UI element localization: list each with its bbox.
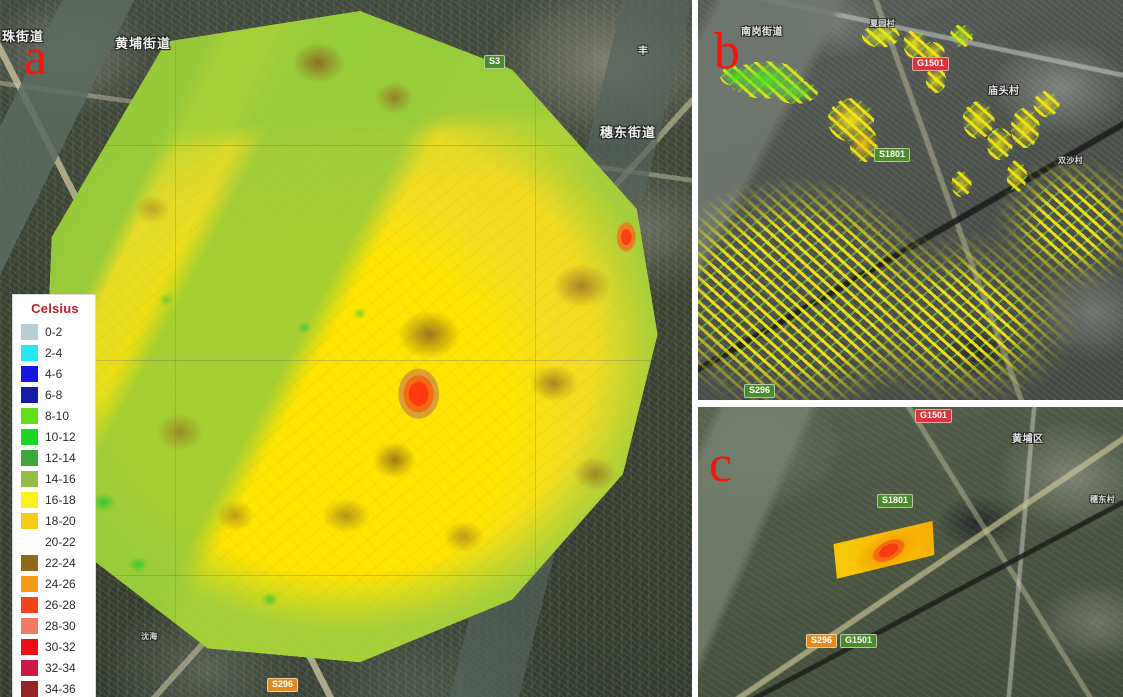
legend-label: 34-36 — [45, 681, 76, 696]
legend-rows: 0-2 2-4 4-6 6-8 8-10 10-12 12-14 14-16 16-18 18-2… — [21, 321, 89, 697]
legend-swatch — [21, 365, 38, 382]
legend-label: 26-28 — [45, 597, 76, 612]
panel-divider-horizontal — [698, 400, 1123, 407]
map-label-shuangsha-village: 双沙村 — [1058, 156, 1083, 165]
legend-swatch — [21, 449, 38, 466]
legend-row: 28-30 — [21, 615, 89, 636]
map-label-zhujie: 珠街道 — [2, 29, 45, 44]
legend-row: 26-28 — [21, 594, 89, 615]
panel-label-a: a — [24, 29, 48, 86]
legend-swatch — [21, 617, 38, 634]
legend-label: 20-22 — [45, 534, 76, 549]
road-shield-s296[interactable]: S296 — [267, 678, 299, 692]
legend-label: 0-2 — [45, 324, 63, 339]
legend-label: 22-24 — [45, 555, 76, 570]
map-label-suidong-street: 穗东街道 — [600, 125, 657, 140]
legend-swatch — [21, 470, 38, 487]
map-label-miaotou-village: 庙头村 — [988, 86, 1020, 97]
panel-b-thermal-overlay — [698, 0, 1123, 400]
legend-swatch — [21, 575, 38, 592]
legend-label: 8-10 — [45, 408, 70, 423]
map-label-nangang-street: 南岗街道 — [741, 27, 783, 38]
panel-divider-vertical — [692, 0, 698, 697]
road-shield-g1501-c-top[interactable]: G1501 — [915, 409, 953, 423]
legend-swatch — [21, 554, 38, 571]
legend-swatch — [21, 659, 38, 676]
legend-title: Celsius — [31, 301, 79, 316]
road-shield-s1801-b[interactable]: S1801 — [874, 148, 911, 162]
legend-swatch — [21, 638, 38, 655]
legend-row: 10-12 — [21, 426, 89, 447]
legend-row: 24-26 — [21, 573, 89, 594]
legend-row: 22-24 — [21, 552, 89, 573]
legend-row: 12-14 — [21, 447, 89, 468]
road-shield-s3[interactable]: S3 — [484, 55, 506, 69]
legend-swatch — [21, 386, 38, 403]
legend-swatch — [21, 512, 38, 529]
road-shield-s1801-c[interactable]: S1801 — [877, 494, 914, 508]
panel-c-inset-map[interactable]: c 黄埔区 穗东村 S1801 S296 G1501 G1501 — [698, 407, 1123, 697]
legend-swatch — [21, 596, 38, 613]
road-shield-s296-c[interactable]: S296 — [806, 634, 838, 648]
legend-swatch — [21, 428, 38, 445]
legend-row: 14-16 — [21, 468, 89, 489]
legend-row: 6-8 — [21, 384, 89, 405]
legend-row: 4-6 — [21, 363, 89, 384]
map-label-shenhai: 沈海 — [141, 632, 158, 641]
legend-swatch — [21, 323, 38, 340]
legend-label: 6-8 — [45, 387, 63, 402]
legend-swatch — [21, 344, 38, 361]
legend-label: 32-34 — [45, 660, 76, 675]
panel-label-b: b — [714, 23, 740, 80]
legend-row: 8-10 — [21, 405, 89, 426]
legend-label: 2-4 — [45, 345, 63, 360]
legend-label: 10-12 — [45, 429, 76, 444]
map-label-xiayuan-village: 夏园村 — [870, 19, 895, 28]
map-label-suidong-village: 穗东村 — [1090, 495, 1115, 504]
legend-label: 12-14 — [45, 450, 76, 465]
legend-swatch — [21, 680, 38, 697]
legend-row: 18-20 — [21, 510, 89, 531]
legend-label: 16-18 — [45, 492, 76, 507]
legend-swatch — [21, 534, 38, 550]
legend-label: 14-16 — [45, 471, 76, 486]
road-shield-g1501-b[interactable]: G1501 — [912, 57, 950, 71]
legend-row: 30-32 — [21, 636, 89, 657]
legend-row: 16-18 — [21, 489, 89, 510]
map-label-huangpu-street: 黄埔街道 — [115, 36, 172, 51]
legend-celsius: Celsius 0-2 2-4 4-6 6-8 8-10 10-12 12-14 14-16 1… — [12, 294, 96, 697]
panel-label-c: c — [709, 436, 733, 493]
legend-row: 2-4 — [21, 342, 89, 363]
legend-row: 34-36 — [21, 678, 89, 697]
legend-swatch — [21, 491, 38, 508]
legend-row: 0-2 — [21, 321, 89, 342]
legend-label: 4-6 — [45, 366, 63, 381]
legend-label: 28-30 — [45, 618, 76, 633]
map-label-huangpu-district: 黄埔区 — [1012, 434, 1044, 445]
legend-row: 20-22 — [21, 531, 89, 552]
legend-label: 24-26 — [45, 576, 76, 591]
legend-row: 32-34 — [21, 657, 89, 678]
legend-label: 30-32 — [45, 639, 76, 654]
legend-swatch — [21, 407, 38, 424]
road-shield-g1501-c[interactable]: G1501 — [840, 634, 878, 648]
road-shield-s296-b[interactable]: S296 — [744, 384, 776, 398]
legend-label: 18-20 — [45, 513, 76, 528]
map-label-feng: 丰 — [638, 46, 649, 57]
panel-a-thermal-map[interactable]: a 珠街道 黄埔街道 穗东街道 丰 沈海 S3 S296 Celsius 0-2… — [0, 0, 692, 697]
panel-b-inset-map[interactable]: b 南岗街道 夏园村 庙头村 双沙村 G1501 S1801 S296 — [698, 0, 1123, 400]
